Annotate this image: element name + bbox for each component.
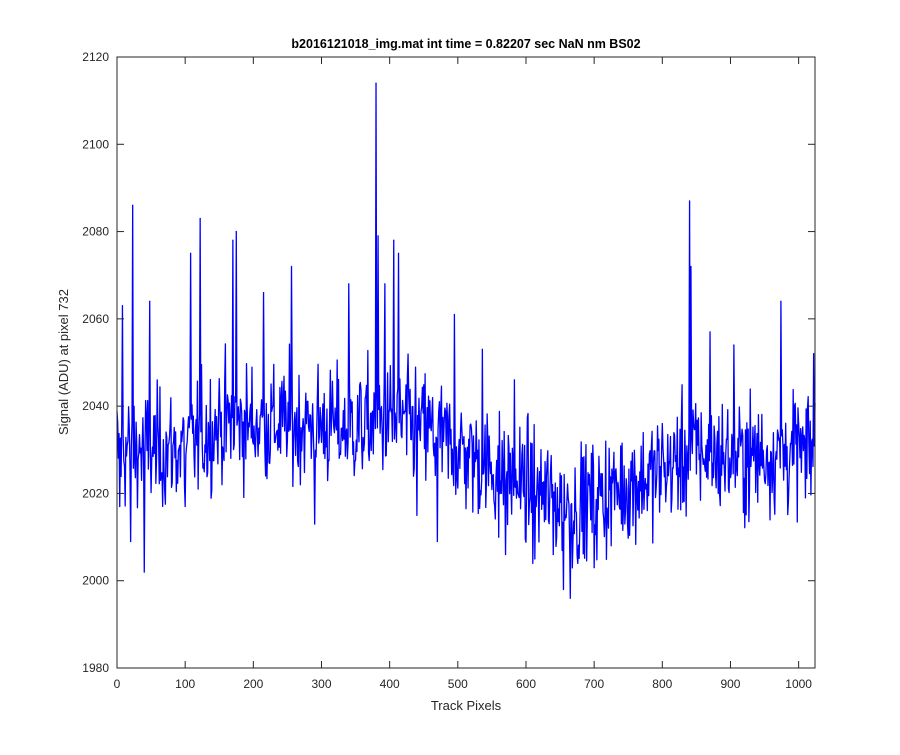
x-tick-label: 1000 [785, 677, 812, 691]
data-point [262, 292, 265, 294]
data-point [384, 283, 386, 285]
data-point [119, 505, 121, 508]
data-point [290, 265, 293, 268]
data-point [552, 553, 554, 556]
data-point [130, 540, 132, 543]
data-point [375, 82, 377, 84]
data-point [121, 305, 124, 307]
data-point [416, 514, 418, 516]
y-tick-label: 1980 [82, 661, 109, 675]
data-point [199, 217, 201, 220]
data-point [235, 230, 237, 233]
data-point [393, 239, 395, 241]
data-point [504, 553, 507, 556]
data-point [569, 597, 571, 599]
data-point [377, 235, 379, 237]
data-point [798, 423, 800, 425]
y-tick-label: 2000 [82, 574, 109, 588]
data-point [562, 588, 565, 591]
data-point [780, 300, 782, 302]
data-point [577, 562, 579, 564]
y-tick-label: 2120 [82, 50, 109, 64]
data-point [513, 379, 515, 381]
data-point [690, 265, 692, 268]
x-tick-label: 0 [114, 677, 121, 691]
y-tick-label: 2060 [82, 312, 109, 326]
x-axis-label: Track Pixels [431, 698, 502, 713]
data-point [436, 540, 438, 543]
data-point [733, 344, 735, 346]
x-tick-label: 500 [448, 677, 468, 691]
x-tick-label: 100 [175, 677, 195, 691]
y-tick-label: 2020 [82, 486, 109, 500]
x-tick-label: 700 [584, 677, 604, 691]
data-point [453, 313, 456, 316]
data-point [688, 200, 691, 202]
data-point [498, 536, 500, 538]
data-layer [116, 82, 816, 599]
y-tick-label: 2080 [82, 225, 109, 239]
y-axis-label: Signal (ADU) at pixel 732 [56, 289, 71, 435]
y-tick-label: 2040 [82, 399, 109, 413]
ticks-layer: 0 100 200 300 400 500 600 700 800 900 1000 1980 2000… [82, 50, 815, 691]
y-tick-label: 2100 [82, 137, 109, 151]
data-point [813, 353, 815, 355]
data-point [143, 571, 145, 573]
data-point [190, 252, 192, 254]
data-point [534, 558, 536, 560]
data-point [314, 523, 316, 525]
data-point [232, 239, 234, 241]
data-point [348, 283, 350, 285]
data-point [709, 331, 711, 333]
data-point [804, 497, 807, 499]
x-tick-label: 400 [380, 677, 400, 691]
axes-box [116, 56, 816, 669]
data-point [184, 505, 186, 508]
x-tick-label: 600 [516, 677, 536, 691]
data-point [593, 567, 595, 569]
x-tick-label: 900 [720, 677, 740, 691]
x-tick-label: 300 [311, 677, 331, 691]
data-point [132, 204, 134, 206]
series-line-signal [116, 82, 816, 599]
data-point [397, 252, 400, 254]
data-point [481, 348, 483, 351]
data-point [661, 423, 663, 425]
x-tick-label: 800 [652, 677, 672, 691]
chart-title: b2016121018_img.mat int time = 0.82207 s… [291, 37, 640, 51]
x-tick-label: 200 [243, 677, 263, 691]
data-point [149, 300, 151, 302]
